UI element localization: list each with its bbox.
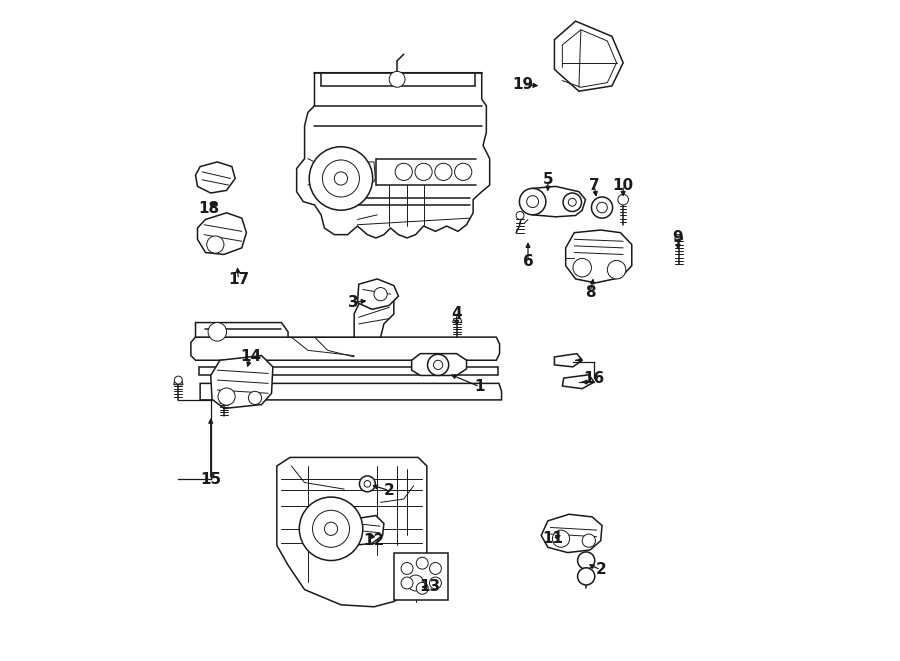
Text: 3: 3 [347,295,358,309]
Circle shape [208,323,227,341]
Polygon shape [195,323,288,337]
Circle shape [324,522,338,535]
Circle shape [582,534,596,547]
Circle shape [300,497,363,561]
Circle shape [248,391,262,405]
Circle shape [578,568,595,585]
Circle shape [578,552,595,569]
Circle shape [401,577,413,589]
Polygon shape [562,375,594,389]
Text: 19: 19 [512,77,534,92]
Circle shape [334,172,347,185]
Circle shape [408,575,424,591]
Text: 6: 6 [523,254,534,268]
Polygon shape [195,162,235,193]
Circle shape [516,212,524,219]
Polygon shape [174,380,183,385]
Polygon shape [566,230,632,283]
Circle shape [401,563,413,574]
Circle shape [415,163,432,180]
Text: 12: 12 [364,533,384,548]
Circle shape [175,376,183,384]
Circle shape [374,288,387,301]
Circle shape [526,196,538,208]
Text: 5: 5 [543,173,553,187]
Text: 10: 10 [613,178,634,192]
Text: 2: 2 [383,483,394,498]
Text: 8: 8 [585,285,596,299]
Bar [394,553,448,600]
Circle shape [428,354,449,375]
Circle shape [429,563,441,574]
Text: 4: 4 [451,307,462,321]
Circle shape [389,71,405,87]
Polygon shape [541,514,602,553]
Circle shape [322,160,359,197]
Text: 18: 18 [198,201,220,215]
Polygon shape [453,319,462,323]
Circle shape [573,258,591,277]
Circle shape [568,198,576,206]
Circle shape [395,163,412,180]
Text: 11: 11 [542,531,563,546]
Circle shape [207,236,224,253]
Text: 7: 7 [589,178,599,192]
Text: 14: 14 [239,350,261,364]
Circle shape [417,557,428,569]
Polygon shape [357,279,399,309]
Circle shape [312,510,349,547]
Polygon shape [220,399,229,403]
Circle shape [435,163,452,180]
Circle shape [364,481,371,487]
Circle shape [597,202,608,213]
Circle shape [218,388,235,405]
Polygon shape [554,354,582,367]
Circle shape [417,582,428,594]
Text: 15: 15 [200,472,221,486]
Polygon shape [675,235,683,239]
Polygon shape [197,213,247,254]
Polygon shape [346,516,384,545]
Circle shape [563,193,581,212]
Circle shape [310,147,373,210]
Polygon shape [554,21,623,91]
Text: 9: 9 [672,231,683,245]
Polygon shape [411,354,466,375]
Circle shape [618,194,628,205]
Circle shape [591,197,613,218]
Text: 17: 17 [228,272,249,287]
Polygon shape [277,457,427,607]
Circle shape [553,530,570,547]
Circle shape [434,360,443,369]
Polygon shape [200,383,501,400]
Polygon shape [199,367,498,375]
Circle shape [608,260,625,279]
Circle shape [454,163,472,180]
Text: 13: 13 [419,580,441,594]
Polygon shape [533,186,586,217]
Polygon shape [297,73,490,238]
Circle shape [519,188,545,215]
Polygon shape [191,337,500,360]
Text: 1: 1 [474,379,485,394]
Text: 2: 2 [595,563,606,577]
Polygon shape [355,294,394,337]
Text: 16: 16 [583,371,605,385]
Circle shape [359,476,375,492]
Polygon shape [211,356,273,408]
Polygon shape [620,196,626,200]
Circle shape [429,577,441,589]
